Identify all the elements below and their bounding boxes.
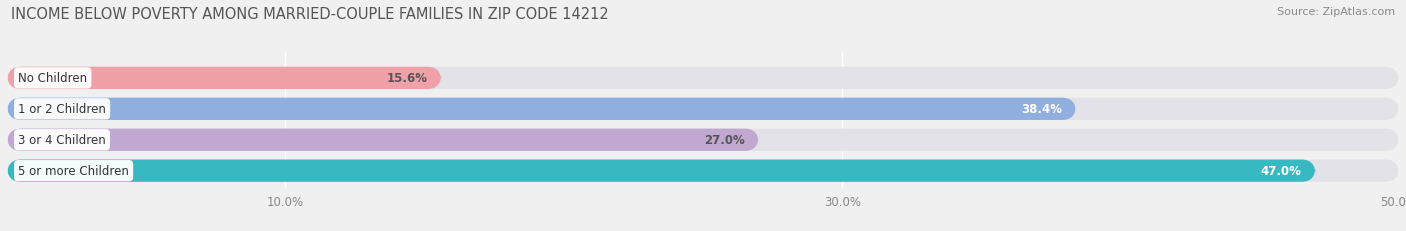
FancyBboxPatch shape <box>7 98 1399 120</box>
Text: 27.0%: 27.0% <box>704 134 745 147</box>
Text: 15.6%: 15.6% <box>387 72 427 85</box>
FancyBboxPatch shape <box>7 67 441 90</box>
Text: 3 or 4 Children: 3 or 4 Children <box>18 134 105 147</box>
Text: 5 or more Children: 5 or more Children <box>18 164 129 177</box>
Text: INCOME BELOW POVERTY AMONG MARRIED-COUPLE FAMILIES IN ZIP CODE 14212: INCOME BELOW POVERTY AMONG MARRIED-COUPL… <box>11 7 609 22</box>
Text: 1 or 2 Children: 1 or 2 Children <box>18 103 105 116</box>
FancyBboxPatch shape <box>7 160 1316 182</box>
Text: 38.4%: 38.4% <box>1021 103 1062 116</box>
FancyBboxPatch shape <box>7 160 1399 182</box>
Text: No Children: No Children <box>18 72 87 85</box>
Text: Source: ZipAtlas.com: Source: ZipAtlas.com <box>1277 7 1395 17</box>
FancyBboxPatch shape <box>7 98 1076 120</box>
FancyBboxPatch shape <box>7 129 759 151</box>
FancyBboxPatch shape <box>7 129 1399 151</box>
FancyBboxPatch shape <box>7 67 1399 90</box>
Text: 47.0%: 47.0% <box>1261 164 1302 177</box>
